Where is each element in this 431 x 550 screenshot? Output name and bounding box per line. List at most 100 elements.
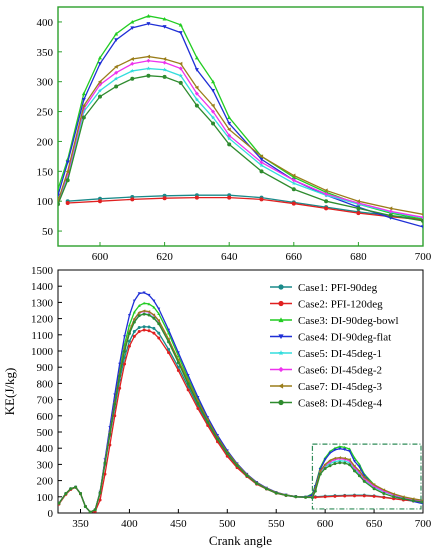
data-point	[123, 362, 127, 366]
data-point	[113, 393, 117, 397]
data-point	[206, 420, 210, 424]
data-point	[147, 293, 151, 297]
data-point	[227, 127, 231, 132]
series-2	[58, 328, 423, 513]
main-y-axis: 0 100 200 300 400 500 600 700 800 900 1000 1100 1200…	[31, 265, 62, 520]
x-tick-label: 620	[156, 251, 173, 263]
y-tick-label: 900	[37, 362, 54, 374]
y-tick-label: 300	[37, 77, 54, 89]
data-point	[79, 492, 83, 496]
data-point	[324, 206, 329, 211]
data-point	[324, 192, 329, 197]
data-point	[291, 178, 296, 183]
data-point	[328, 451, 332, 455]
x-tick-label: 600	[317, 518, 334, 530]
data-point	[65, 200, 70, 205]
data-point	[227, 121, 232, 126]
data-point	[328, 458, 332, 462]
data-point	[64, 492, 68, 496]
y-tick-label: 50	[42, 226, 54, 238]
series-line	[67, 196, 423, 221]
data-point	[137, 326, 141, 330]
data-point	[210, 115, 216, 120]
legend-item: Case3: DI-90deg-bowl	[270, 315, 399, 327]
data-point	[357, 469, 361, 473]
series-line	[58, 75, 423, 222]
data-point	[211, 103, 215, 108]
data-point	[338, 445, 342, 448]
inset-region-box	[311, 443, 422, 510]
data-point	[152, 305, 156, 309]
y-tick-label: 800	[37, 378, 54, 390]
y-tick-label: 1500	[31, 265, 54, 277]
data-point	[324, 188, 328, 193]
data-point	[130, 26, 135, 30]
data-point	[167, 331, 171, 335]
y-tick-label: 200	[37, 136, 54, 148]
legend-item: Case2: PFI-120deg	[270, 299, 383, 311]
data-point	[343, 459, 347, 463]
data-point	[157, 322, 161, 326]
data-point	[318, 468, 322, 471]
data-point	[142, 312, 146, 316]
data-point	[372, 494, 376, 498]
x-tick-label: 400	[121, 518, 138, 530]
data-point	[65, 169, 70, 174]
x-tick-label: 350	[72, 518, 89, 530]
data-point	[65, 160, 70, 165]
data-point	[81, 98, 86, 102]
data-point	[147, 329, 151, 333]
data-point	[372, 483, 376, 487]
data-point	[211, 121, 216, 126]
series-7	[58, 54, 423, 216]
data-point	[146, 73, 151, 78]
data-point	[227, 142, 232, 147]
data-point	[113, 402, 117, 406]
data-point	[167, 347, 171, 351]
series-6	[58, 58, 423, 220]
data-point	[88, 510, 92, 513]
data-point	[114, 76, 119, 81]
data-point	[206, 424, 210, 428]
data-point	[343, 445, 347, 449]
data-point	[108, 443, 112, 447]
data-point	[146, 58, 151, 63]
data-point	[194, 97, 199, 102]
data-point	[123, 349, 127, 353]
data-point	[130, 61, 135, 66]
data-point	[83, 505, 87, 509]
data-point	[130, 68, 135, 73]
data-point	[74, 485, 78, 489]
data-point	[127, 339, 131, 343]
y-tick-label: 0	[48, 508, 54, 520]
data-point	[132, 320, 136, 324]
data-point	[245, 474, 249, 478]
data-point	[353, 464, 356, 468]
data-point	[146, 66, 151, 71]
data-point	[152, 299, 156, 303]
series-8	[58, 73, 423, 223]
data-point	[118, 374, 122, 378]
data-point	[162, 67, 167, 72]
x-axis-label: Crank angle	[209, 533, 272, 548]
data-point	[114, 31, 119, 36]
data-point	[372, 487, 376, 491]
data-point	[114, 64, 118, 69]
data-point	[98, 498, 102, 502]
data-point	[118, 386, 122, 390]
y-tick-label: 1400	[31, 281, 54, 293]
data-point	[318, 472, 322, 476]
legend: Case1: PFI-90deg Case2: PFI-120deg Case3: …	[270, 282, 399, 410]
legend-label: Case3: DI-90deg-bowl	[298, 315, 399, 327]
data-point	[152, 326, 156, 330]
data-point	[186, 388, 190, 392]
y-tick-label: 100	[37, 196, 54, 208]
data-point	[130, 197, 135, 202]
data-point	[196, 395, 200, 399]
data-point	[278, 334, 284, 340]
data-point	[147, 325, 151, 329]
data-point	[323, 462, 327, 466]
data-point	[382, 492, 386, 496]
data-point	[142, 309, 146, 313]
y-axis-label: KE(J/kg)	[2, 368, 17, 416]
